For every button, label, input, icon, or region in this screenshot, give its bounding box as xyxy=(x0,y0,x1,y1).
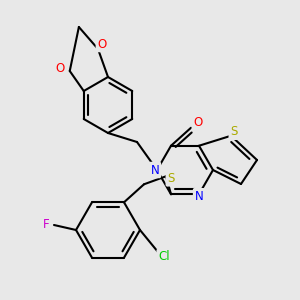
Text: N: N xyxy=(151,164,159,176)
Text: N: N xyxy=(195,190,203,203)
Text: O: O xyxy=(98,38,106,50)
Text: Cl: Cl xyxy=(158,250,170,263)
Text: O: O xyxy=(194,116,202,129)
Text: F: F xyxy=(43,218,49,232)
Text: S: S xyxy=(167,172,175,185)
Text: S: S xyxy=(230,125,238,138)
Text: O: O xyxy=(55,61,64,74)
